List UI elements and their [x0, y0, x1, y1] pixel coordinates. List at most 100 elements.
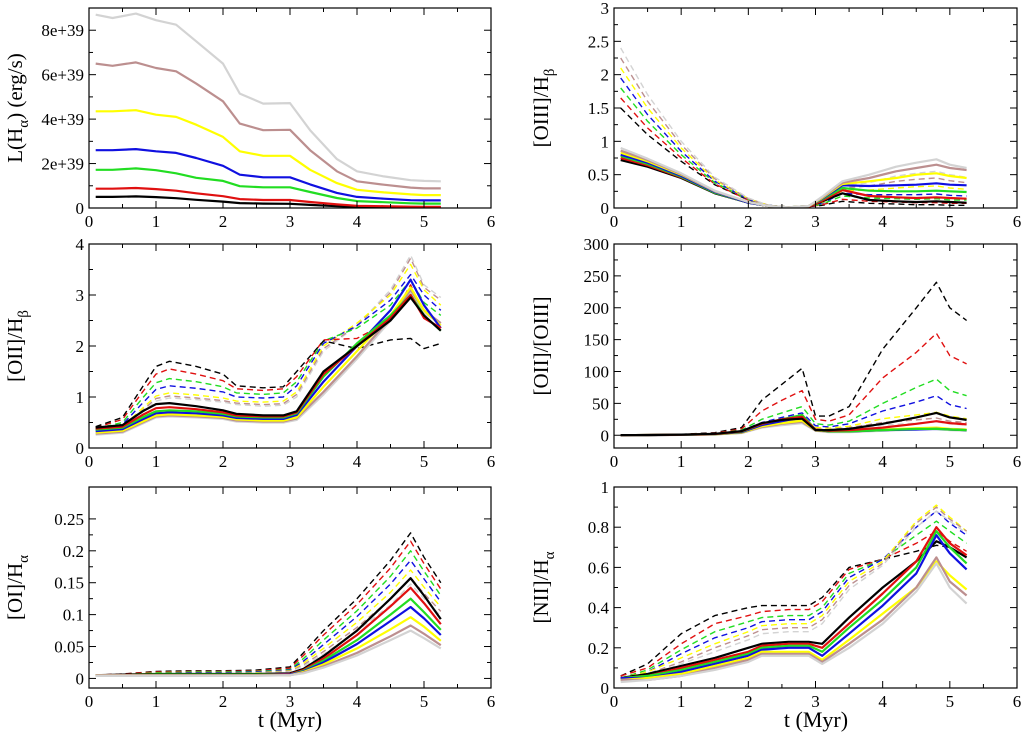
panel-bottom-right: 0 1 2 3 4 5 6 0 0.2 0.4 0.6 0.8 1 [NII]/Hα — [529, 478, 1021, 711]
x-tick-label: 2 — [219, 212, 228, 231]
x-tick-label: 3 — [811, 212, 820, 231]
series-line-blue-solid — [95, 278, 442, 433]
x-tick-label: 6 — [1013, 452, 1022, 471]
series-group — [95, 532, 442, 678]
y-tick-label: 0.1 — [63, 606, 84, 625]
panel-middle-left: 0 1 2 3 4 5 6 0 1 2 3 4 [OII]/Hβ — [3, 235, 495, 471]
series-line-yellow-solid — [95, 109, 441, 197]
x-tick-label: 4 — [353, 452, 362, 471]
y-tick-label: 0 — [601, 426, 610, 445]
series-line-gray-solid — [95, 12, 441, 183]
series-line-yellow-dashed — [620, 504, 968, 679]
y-tick-label: 0.8 — [588, 518, 609, 537]
y-tick-label: 0.2 — [63, 542, 84, 561]
x-tick-label: 6 — [487, 212, 496, 231]
y-tick-label: 0 — [76, 199, 85, 218]
series-line-green-solid — [620, 530, 968, 680]
series-line-yellow-solid — [620, 560, 968, 682]
y-tick-label: 3 — [601, 0, 610, 18]
y-tick-label: 0.5 — [588, 166, 609, 185]
series-group — [620, 47, 967, 208]
y-tick-label: 300 — [584, 235, 610, 254]
series-line-blue-solid — [95, 148, 441, 202]
y-tick-label: 50 — [592, 394, 609, 413]
x-tick-label: 2 — [219, 452, 228, 471]
y-axis-label: [OII]/Hβ — [3, 310, 32, 382]
series-line-blue-dashed — [620, 77, 967, 208]
series-line-green-dashed — [95, 279, 442, 430]
panel-top-right: 0 1 2 3 4 5 6 0 0.5 1 1.5 2 2.5 3 [OIII]/Hβ — [529, 0, 1021, 231]
series-line-yellow-solid — [95, 286, 442, 434]
series-line-gray-solid — [620, 562, 968, 684]
series-line-gray-solid — [95, 629, 442, 678]
y-tick-label: 0.05 — [54, 638, 84, 657]
y-tick-label: 2e+39 — [41, 155, 84, 174]
series-line-black-dashed — [95, 337, 442, 428]
panel-top-left: 0 1 2 3 4 5 6 0 2e+39 4e+39 6e+39 8e+39 L(Hα) (erg/s… — [3, 7, 496, 231]
x-tick-label: 1 — [152, 452, 161, 471]
x-tick-label: 0 — [85, 692, 94, 711]
series-line-brown-dashed — [95, 576, 442, 676]
y-tick-label: 1 — [601, 478, 610, 497]
series-group — [95, 12, 441, 208]
panel-middle-right: 0 1 2 3 4 5 6 0 50 100 150 200 250 300 [OII]/[OIII] — [529, 235, 1021, 471]
x-tick-label: 2 — [744, 452, 753, 471]
y-tick-label: 1.5 — [588, 99, 609, 118]
y-tick-label: 0.25 — [54, 510, 84, 529]
series-line-yellow-solid — [95, 616, 442, 677]
x-tick-label: 5 — [946, 212, 955, 231]
y-tick-label: 4e+39 — [41, 110, 84, 129]
series-line-brown-dashed — [95, 257, 442, 432]
series-line-brown-solid — [95, 624, 442, 677]
series-group — [95, 254, 442, 436]
x-tick-label: 4 — [353, 212, 362, 231]
x-tick-label: 5 — [946, 452, 955, 471]
y-tick-label: 4 — [76, 235, 85, 254]
series-line-gray-dashed — [620, 510, 968, 681]
y-tick-label: 0 — [601, 679, 610, 698]
y-tick-label: 0.4 — [588, 599, 610, 618]
x-tick-label: 3 — [286, 452, 295, 471]
x-tick-label: 1 — [677, 452, 686, 471]
series-line-blue-solid — [620, 534, 968, 680]
x-tick-label: 4 — [878, 692, 887, 711]
y-axis-label: L(Hα) (erg/s) — [3, 53, 32, 163]
series-line-red-solid — [95, 186, 441, 208]
y-axis-label: [NII]/Hα — [529, 551, 558, 623]
series-line-green-solid — [95, 167, 441, 205]
y-axis-label: [OII]/[OIII] — [529, 296, 553, 395]
y-tick-label: 0.6 — [588, 558, 609, 577]
x-tick-label: 1 — [152, 692, 161, 711]
series-line-brown-dashed — [620, 506, 968, 679]
x-tick-label: 3 — [811, 452, 820, 471]
y-tick-label: 0.2 — [588, 639, 609, 658]
series-line-green-dashed — [620, 378, 967, 436]
series-line-black-dashed — [620, 107, 967, 208]
series-line-gray-dashed — [620, 47, 967, 208]
y-tick-label: 2 — [76, 337, 85, 356]
series-group — [620, 281, 968, 437]
y-axis-label: [OIII]/Hβ — [529, 69, 558, 148]
x-tick-label: 6 — [1013, 692, 1022, 711]
x-axis-title-left: t (Myr) — [258, 707, 322, 732]
x-tick-label: 3 — [286, 212, 295, 231]
y-tick-label: 0 — [601, 199, 610, 218]
x-tick-label: 1 — [677, 692, 686, 711]
x-tick-label: 0 — [85, 452, 94, 471]
x-tick-label: 0 — [85, 212, 94, 231]
x-tick-label: 4 — [878, 452, 887, 471]
x-tick-label: 6 — [487, 692, 496, 711]
x-tick-label: 1 — [677, 212, 686, 231]
series-line-black-dashed — [620, 281, 968, 436]
x-tick-label: 1 — [152, 212, 161, 231]
x-tick-label: 3 — [811, 692, 820, 711]
series-line-red-dashed — [620, 332, 967, 436]
y-tick-label: 0 — [76, 439, 85, 458]
series-line-gray-dashed — [95, 254, 442, 433]
y-tick-label: 200 — [584, 299, 610, 318]
series-line-brown-solid — [95, 61, 441, 190]
y-tick-label: 1 — [76, 388, 85, 407]
x-tick-label: 0 — [610, 212, 619, 231]
x-tick-label: 2 — [744, 692, 753, 711]
series-line-blue-dashed — [95, 559, 442, 676]
